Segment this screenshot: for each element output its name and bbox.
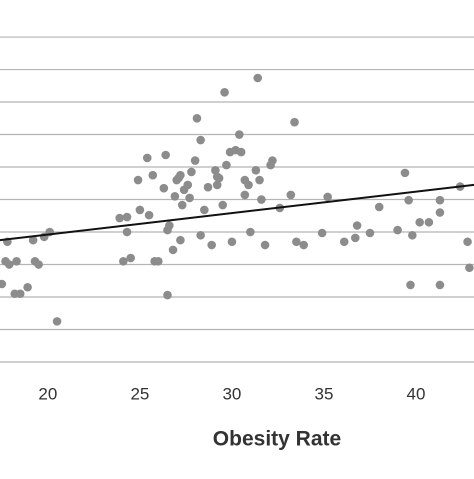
point	[463, 237, 472, 247]
point	[465, 263, 474, 273]
point	[212, 180, 222, 190]
point	[142, 153, 152, 163]
point	[286, 190, 296, 200]
point	[168, 245, 178, 255]
point	[30, 256, 40, 266]
point	[240, 190, 250, 200]
point	[299, 240, 309, 250]
point	[187, 167, 196, 177]
point	[317, 228, 327, 238]
point	[424, 217, 434, 227]
point	[52, 317, 62, 326]
point	[203, 182, 213, 192]
point	[211, 165, 220, 175]
trend-line	[0, 183, 474, 242]
x-tick-label: 40	[407, 384, 426, 403]
point	[393, 225, 402, 235]
point	[176, 170, 185, 180]
point	[165, 221, 174, 230]
point	[435, 195, 445, 205]
point	[260, 240, 270, 250]
point	[406, 280, 415, 290]
point	[236, 147, 246, 157]
point	[415, 217, 424, 227]
point	[244, 180, 253, 190]
x-tick-label: 20	[38, 384, 57, 403]
point	[170, 191, 180, 201]
point	[365, 228, 375, 238]
point	[352, 221, 362, 230]
point	[435, 208, 445, 217]
point	[144, 210, 154, 220]
point	[0, 279, 7, 289]
point	[214, 173, 224, 183]
point	[323, 192, 332, 202]
point	[122, 212, 132, 222]
point	[196, 135, 205, 145]
point	[183, 180, 193, 190]
point	[176, 235, 185, 245]
point	[339, 237, 349, 247]
point	[207, 240, 216, 250]
point	[255, 175, 264, 185]
point	[404, 195, 413, 205]
x-tick-label: 35	[315, 384, 334, 403]
point	[220, 87, 229, 97]
point	[290, 117, 299, 127]
x-tick-label: 30	[222, 384, 241, 403]
point	[4, 260, 14, 269]
point	[374, 202, 384, 212]
point	[246, 227, 255, 237]
point	[253, 73, 263, 83]
point	[154, 256, 163, 266]
point	[222, 160, 231, 170]
x-tick-label: 25	[130, 384, 149, 403]
point	[435, 280, 445, 290]
point	[12, 256, 21, 266]
point	[133, 175, 143, 185]
point	[251, 165, 261, 175]
point	[177, 200, 187, 210]
point	[159, 183, 169, 193]
point	[257, 195, 266, 204]
point	[196, 230, 205, 240]
point	[268, 156, 277, 165]
point	[190, 156, 200, 165]
point	[408, 230, 417, 240]
point	[163, 290, 172, 300]
point	[292, 237, 301, 247]
point	[200, 205, 209, 215]
x-axis-label: Obesity Rate	[213, 428, 341, 451]
point	[161, 150, 170, 160]
point	[119, 256, 128, 266]
point	[185, 193, 194, 203]
point	[126, 253, 135, 263]
point	[192, 113, 202, 123]
point	[15, 289, 25, 299]
point	[400, 168, 410, 178]
point	[115, 213, 124, 223]
point	[148, 170, 158, 180]
point	[350, 233, 360, 243]
point	[235, 130, 244, 139]
point	[135, 205, 145, 215]
point	[28, 235, 38, 245]
point	[227, 237, 237, 247]
point	[218, 200, 228, 210]
point	[122, 227, 132, 237]
point	[23, 282, 32, 292]
